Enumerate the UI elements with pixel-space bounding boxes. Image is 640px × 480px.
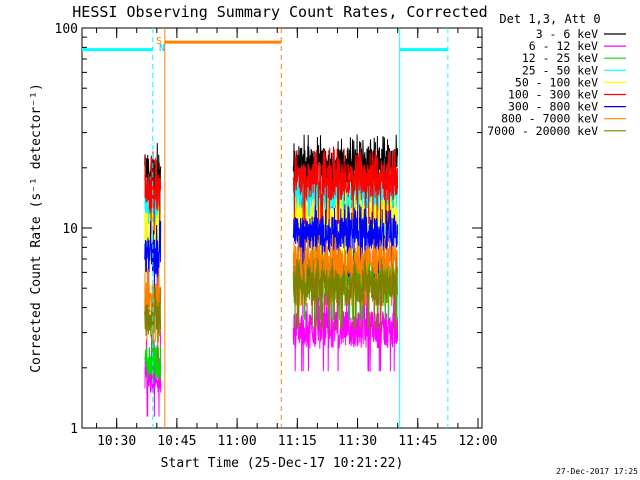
legend-header: Det 1,3, Att 0 xyxy=(499,12,600,26)
series-line-6-seg-2 xyxy=(292,147,399,225)
x-tick-label: 11:30 xyxy=(338,434,377,449)
legend-label: 800 - 7000 keV xyxy=(501,112,598,126)
legend-label: 300 - 800 keV xyxy=(508,100,598,114)
y-axis-label: Corrected Count Rate (s⁻¹ detector⁻¹) xyxy=(29,83,44,373)
series-line-9-seg-2 xyxy=(292,257,399,330)
legend-label: 7000 - 20000 keV xyxy=(487,124,598,138)
legend-label: 50 - 100 keV xyxy=(515,75,598,89)
legend-label: 3 - 6 keV xyxy=(536,27,598,41)
legend-label: 6 - 12 keV xyxy=(529,39,598,53)
x-axis-label: Start Time (25-Dec-17 10:21:22) xyxy=(161,456,404,471)
axis-ticks: 1 10 100 10:30 10:45 11:00 11:15 11:30 11:45 12:0… xyxy=(55,22,498,449)
flag-label-s: S xyxy=(156,36,162,47)
series-line-2-seg-1 xyxy=(144,330,162,417)
legend-label: 12 - 25 keV xyxy=(522,51,598,65)
y-tick-label: 100 xyxy=(55,22,78,37)
series-line-7-seg-1 xyxy=(144,220,162,298)
x-tick-label: 11:00 xyxy=(218,434,257,449)
interval-markers xyxy=(82,28,449,428)
y-tick-label: 1 xyxy=(70,422,78,437)
x-tick-label: 11:15 xyxy=(278,434,317,449)
x-tick-label: 10:30 xyxy=(97,434,136,449)
legend-label: 100 - 300 keV xyxy=(508,88,598,102)
flag-label-n: N xyxy=(159,43,165,54)
plot-frame xyxy=(81,27,483,429)
chart-title: HESSI Observing Summary Count Rates, Cor… xyxy=(72,3,487,21)
legend-label: 25 - 50 keV xyxy=(522,63,598,77)
x-tick-label: 10:45 xyxy=(157,434,196,449)
x-tick-label: 12:00 xyxy=(458,434,497,449)
y-tick-label: 10 xyxy=(62,222,78,237)
series-line-8-seg-2 xyxy=(292,234,399,307)
series-line-8-seg-1 xyxy=(144,267,162,342)
x-tick-label: 11:45 xyxy=(398,434,437,449)
footer-timestamp: 27-Dec-2017 17:25 xyxy=(556,467,638,476)
series-line-9-seg-1 xyxy=(144,287,162,362)
series-line-3-seg-1 xyxy=(144,319,162,381)
series-line-6-seg-1 xyxy=(144,151,162,235)
data-lines xyxy=(144,134,399,417)
